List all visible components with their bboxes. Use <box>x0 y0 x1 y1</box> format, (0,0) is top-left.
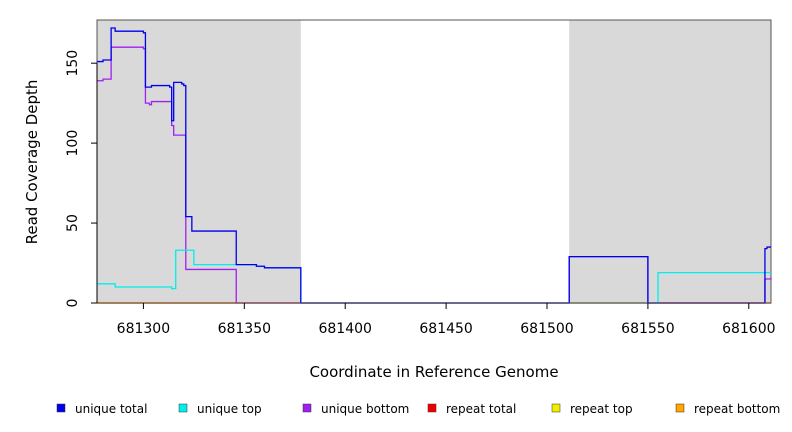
x-tick-label: 681300 <box>117 321 170 337</box>
legend-swatch-unique-bottom <box>302 403 312 413</box>
y-tick-label: 0 <box>65 299 81 308</box>
y-tick-label: 50 <box>65 214 81 232</box>
x-axis-title: Coordinate in Reference Genome <box>309 363 558 381</box>
legend-swatch-repeat-bottom <box>675 403 685 413</box>
legend-label-unique-bottom: unique bottom <box>321 402 409 416</box>
y-axis: 0 50 100 150 <box>65 50 98 308</box>
x-tick-label: 681350 <box>218 321 271 337</box>
shaded-regions <box>97 20 771 303</box>
legend-label-repeat-bottom: repeat bottom <box>694 402 780 416</box>
legend-swatch-unique-top <box>178 403 188 413</box>
x-tick-label: 681600 <box>722 321 775 337</box>
legend-label-repeat-total: repeat total <box>446 402 516 416</box>
legend-swatch-repeat-total <box>427 403 437 413</box>
legend: unique total unique top unique bottom repea… <box>56 402 780 416</box>
legend-label-unique-total: unique total <box>75 402 147 416</box>
legend-label-repeat-top: repeat top <box>570 402 633 416</box>
x-tick-label: 681500 <box>520 321 573 337</box>
shaded-region-0 <box>97 20 301 303</box>
legend-label-unique-top: unique top <box>197 402 262 416</box>
x-tick-label: 681450 <box>419 321 472 337</box>
x-tick-label: 681550 <box>621 321 674 337</box>
y-tick-label: 150 <box>65 50 81 77</box>
legend-swatch-repeat-top <box>551 403 561 413</box>
x-tick-label: 681400 <box>318 321 371 337</box>
y-tick-label: 100 <box>65 130 81 157</box>
x-axis: 681300 681350 681400 681450 681500 681550 6816… <box>97 302 776 337</box>
y-axis-title: Read Coverage Depth <box>23 80 41 245</box>
shaded-region-1 <box>569 20 771 303</box>
legend-swatch-unique-total <box>56 403 66 413</box>
